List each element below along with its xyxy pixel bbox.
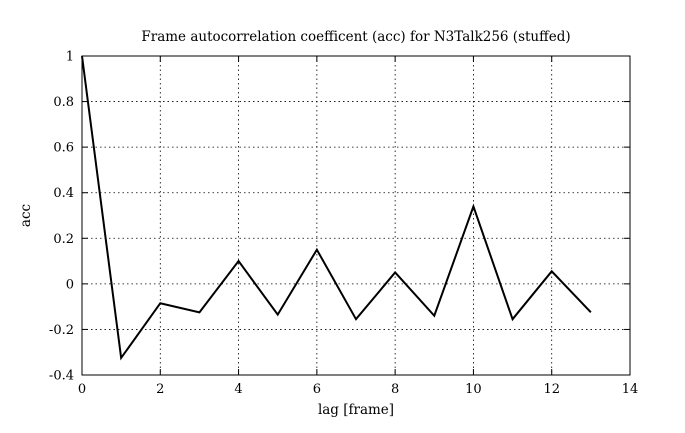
x-tick-label: 12 (543, 382, 560, 397)
y-tick-labels: 1 0.8 0.6 0.4 0.2 0 -0.2 -0.4 (49, 50, 74, 384)
y-tick-label: 0.2 (53, 232, 74, 247)
x-tick-label: 10 (465, 382, 482, 397)
axis-ticks (81, 55, 631, 376)
x-tick-label: 0 (78, 382, 86, 397)
y-tick-label: 0 (66, 277, 74, 292)
y-tick-label: 0.6 (53, 141, 74, 156)
y-tick-label: -0.4 (49, 369, 74, 384)
x-tick-labels: 0 2 4 6 8 10 12 14 (78, 382, 638, 397)
y-tick-label: -0.2 (49, 323, 74, 338)
x-tick-label: 8 (391, 382, 399, 397)
acc-series-line (81, 55, 592, 361)
chart-title: Frame autocorrelation coefficent (acc) f… (141, 29, 570, 45)
y-tick-label: 1 (66, 50, 74, 65)
x-tick-label: 4 (234, 382, 242, 397)
x-tick-label: 6 (313, 382, 321, 397)
x-tick-label: 14 (622, 382, 639, 397)
y-tick-label: 0.8 (53, 95, 74, 110)
x-axis-label: lag [frame] (318, 402, 394, 418)
plot-frame (81, 55, 631, 376)
y-tick-label: 0.4 (53, 186, 74, 201)
y-axis-label: acc (18, 204, 34, 227)
x-tick-label: 2 (156, 382, 164, 397)
grid-lines (82, 56, 630, 375)
